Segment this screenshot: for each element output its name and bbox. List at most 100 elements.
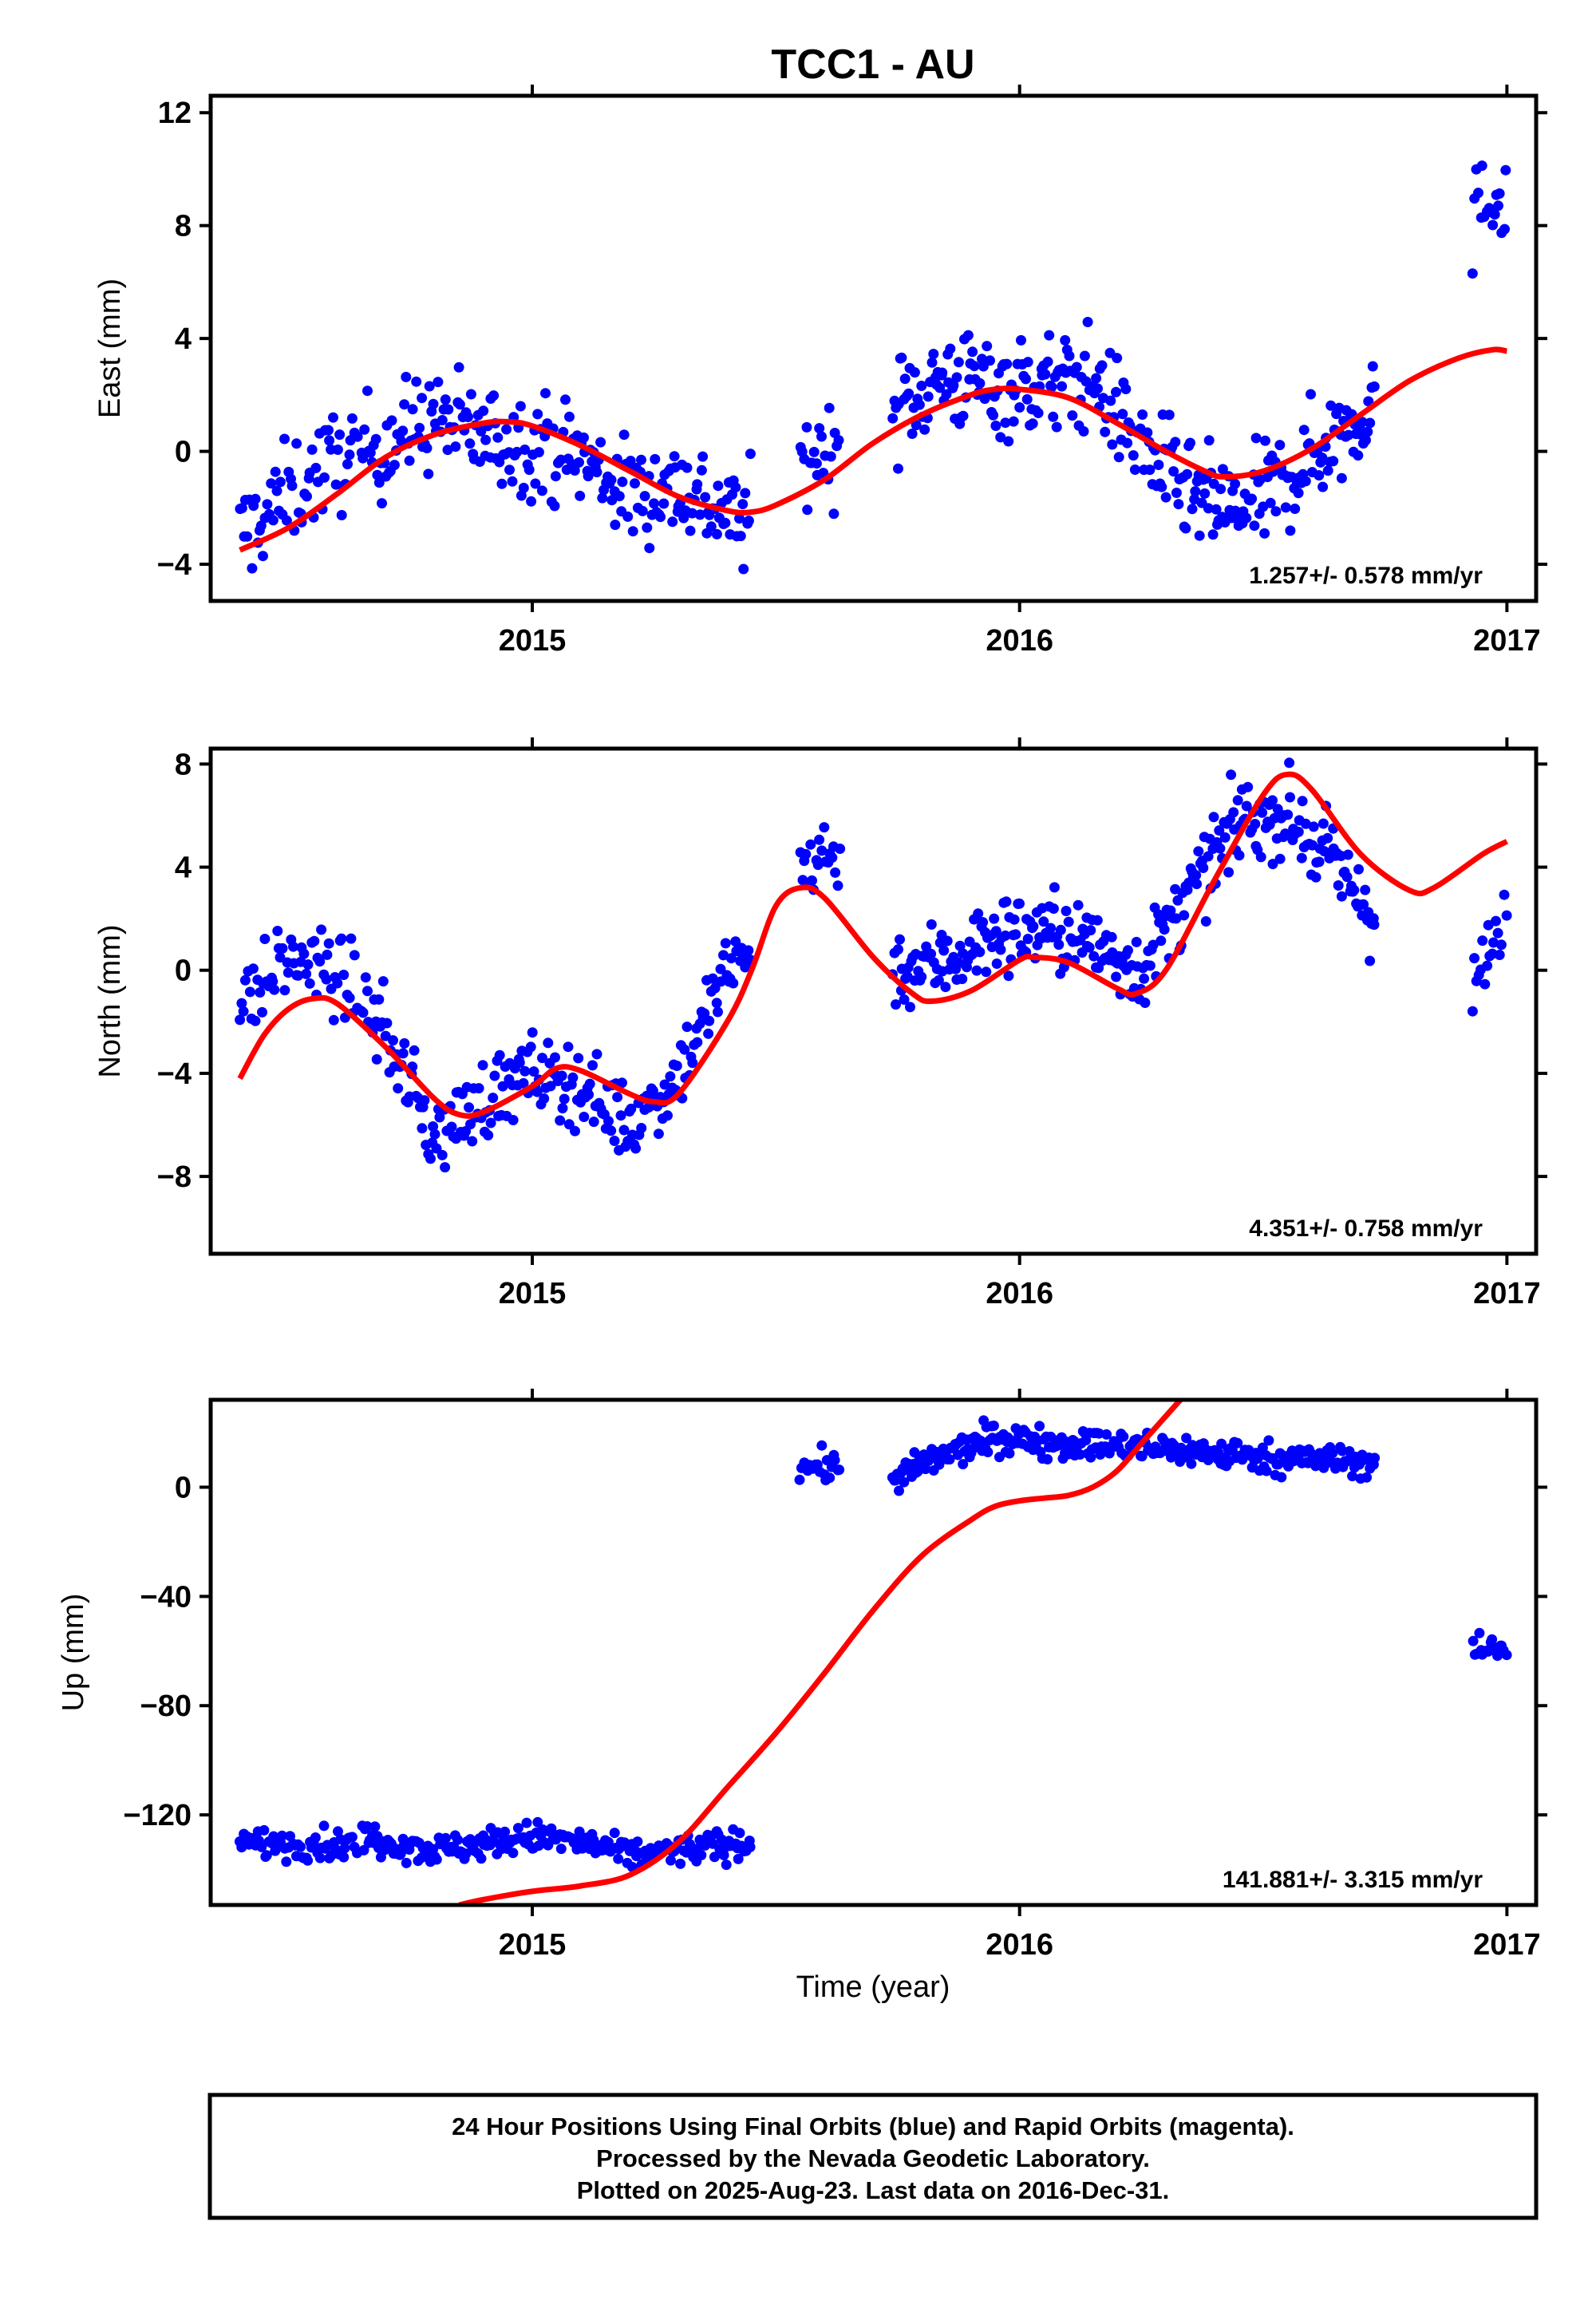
data-point (1369, 1452, 1381, 1464)
data-point (270, 466, 281, 477)
data-point (1144, 464, 1156, 476)
data-point (358, 1844, 369, 1856)
data-point (1160, 492, 1171, 503)
data-point (310, 1832, 321, 1843)
data-point (1342, 849, 1353, 860)
data-point (519, 445, 531, 455)
data-point (637, 505, 648, 516)
data-point (1203, 435, 1215, 446)
data-point (464, 438, 476, 449)
data-point (539, 1093, 550, 1104)
data-point (1336, 472, 1347, 484)
data-point (1053, 939, 1065, 951)
data-point (563, 1119, 575, 1130)
data-point (953, 357, 964, 368)
data-point (721, 1860, 732, 1871)
data-point (1123, 945, 1133, 956)
plot-area (235, 160, 1511, 575)
data-point (1171, 913, 1182, 924)
data-point (700, 492, 711, 503)
data-point (304, 978, 315, 989)
data-point (816, 1440, 828, 1451)
data-point (951, 372, 962, 383)
figure-title: TCC1 - AU (771, 41, 974, 88)
data-point (373, 477, 385, 488)
data-point (342, 459, 353, 470)
data-point (443, 404, 454, 415)
data-point (442, 445, 453, 456)
data-point (653, 1128, 664, 1140)
data-point (728, 978, 739, 989)
data-point (371, 1053, 382, 1065)
data-point (266, 478, 277, 489)
data-point (1293, 488, 1304, 499)
data-point (267, 976, 279, 987)
data-point (1207, 529, 1219, 540)
data-point (1494, 950, 1505, 960)
data-point (829, 1455, 840, 1466)
data-point (922, 391, 934, 402)
data-point (934, 1459, 945, 1470)
data-point (514, 1057, 525, 1068)
data-point (298, 948, 310, 959)
data-point (1365, 955, 1376, 966)
data-point (1361, 435, 1371, 445)
y-tick-label: 0 (175, 1471, 192, 1504)
axes-frame (208, 746, 1539, 1256)
data-point (718, 1850, 729, 1860)
data-point (1067, 410, 1078, 421)
data-point (1230, 478, 1241, 489)
data-point (1365, 417, 1376, 429)
data-point (1267, 859, 1278, 870)
data-point (811, 458, 822, 469)
data-point (1274, 440, 1286, 451)
data-point (995, 432, 1006, 443)
footer-line-1: 24 Hour Positions Using Final Orbits (bl… (452, 2112, 1294, 2140)
data-point (1082, 317, 1093, 327)
data-point (990, 421, 1001, 431)
data-point (1317, 818, 1329, 829)
data-point (982, 341, 993, 352)
data-point (573, 1053, 584, 1064)
data-point (267, 515, 279, 526)
data-point (981, 966, 992, 978)
data-point (1501, 910, 1512, 921)
data-point (453, 362, 464, 373)
data-point (1016, 334, 1026, 346)
data-point (564, 411, 575, 422)
data-point (1336, 891, 1347, 902)
data-point (1499, 223, 1510, 235)
data-point (386, 415, 397, 426)
data-point (1045, 923, 1057, 934)
data-point (250, 1015, 261, 1026)
data-point (302, 959, 314, 970)
data-point (549, 500, 560, 512)
data-point (1096, 360, 1108, 371)
data-point (617, 1077, 627, 1089)
data-point (1255, 852, 1266, 863)
data-point (1084, 942, 1095, 953)
data-point (1361, 1472, 1373, 1483)
data-point (324, 435, 335, 446)
data-point (295, 1841, 306, 1852)
data-point (928, 349, 939, 359)
data-point (1285, 792, 1295, 803)
data-point (377, 976, 389, 987)
data-point (318, 1820, 330, 1832)
data-point (478, 405, 489, 417)
x-tick-label: 2017 (1473, 1928, 1541, 1962)
data-point (1250, 433, 1262, 444)
data-point (896, 352, 907, 363)
data-point (982, 1447, 994, 1457)
data-point (1468, 1635, 1479, 1646)
data-point (1008, 416, 1019, 427)
data-point (1474, 1627, 1485, 1638)
data-point (1128, 450, 1139, 461)
data-point (1057, 381, 1068, 392)
data-point (1353, 450, 1364, 461)
data-point (671, 1061, 682, 1071)
data-point (1473, 188, 1483, 199)
data-point (1144, 960, 1156, 971)
data-point (255, 520, 267, 532)
data-point (1487, 219, 1499, 231)
